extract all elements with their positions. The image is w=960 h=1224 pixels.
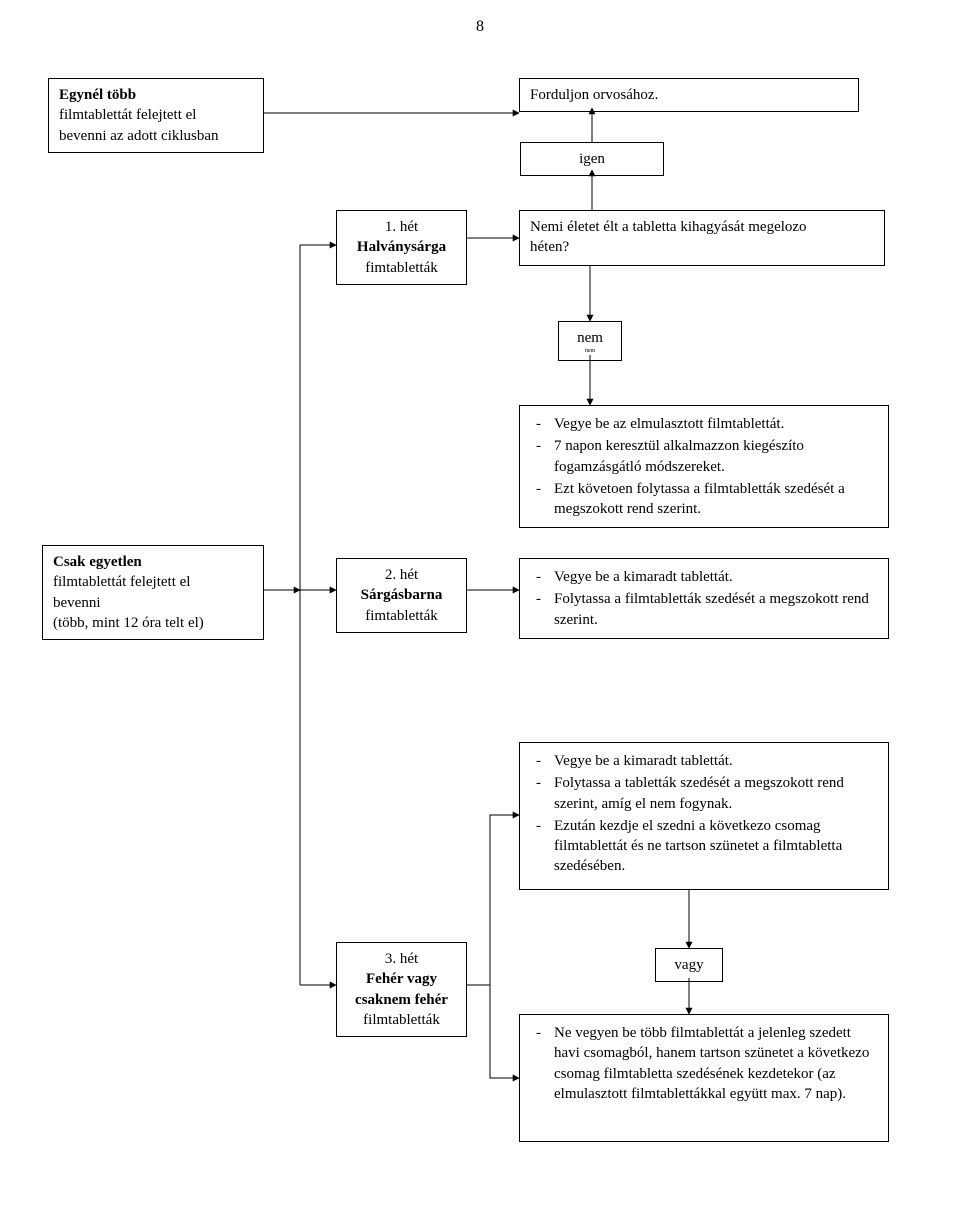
- node-start-single: Csak egyetlenfilmtablettát felejtett elb…: [42, 545, 264, 640]
- node-yes: igen: [520, 142, 664, 176]
- node-doctor: Forduljon orvosához.: [519, 78, 859, 112]
- page-number: 8: [476, 18, 484, 36]
- node-week3: 3. hétFehér vagycsaknem fehérfilmtablett…: [336, 942, 467, 1037]
- node-instr1: Vegye be az elmulasztott filmtablettát.7…: [519, 405, 889, 528]
- node-no: nemnem: [558, 321, 622, 361]
- node-instr3a: Vegye be a kimaradt tablettát.Folytassa …: [519, 742, 889, 890]
- node-week2: 2. hétSárgásbarnafimtabletták: [336, 558, 467, 633]
- node-instr3b: Ne vegyen be több filmtablettát a jelenl…: [519, 1014, 889, 1142]
- node-question: Nemi életet élt a tabletta kihagyását me…: [519, 210, 885, 266]
- node-start-multi: Egynél többfilmtablettát felejtett elbev…: [48, 78, 264, 153]
- node-instr2: Vegye be a kimaradt tablettát.Folytassa …: [519, 558, 889, 639]
- node-or: vagy: [655, 948, 723, 982]
- node-week1: 1. hétHalványsárgafimtabletták: [336, 210, 467, 285]
